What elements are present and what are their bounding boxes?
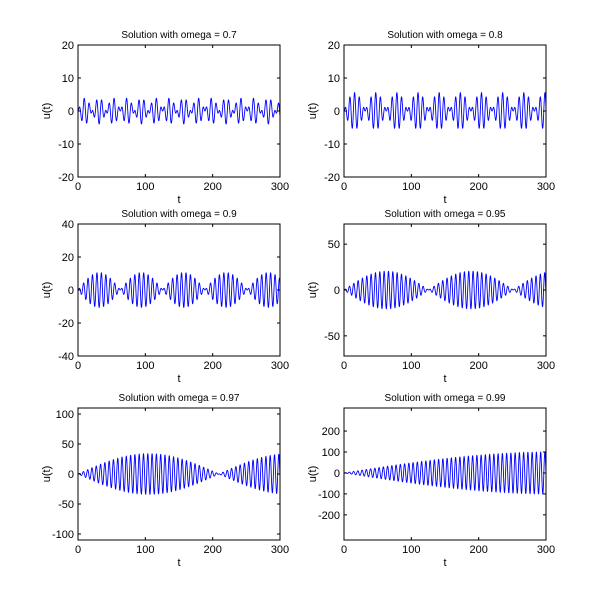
x-tick-label: 100 — [136, 544, 154, 556]
series-line-2 — [344, 91, 546, 129]
x-tick-label: 200 — [469, 544, 487, 556]
y-axis-label: u(t) — [307, 103, 319, 120]
y-tick-label: 200 — [322, 426, 340, 438]
x-tick-label: 200 — [203, 544, 221, 556]
x-tick-label: 300 — [537, 544, 555, 556]
y-tick-label: -20 — [324, 172, 340, 184]
y-tick-label: 40 — [62, 219, 74, 231]
y-tick-label: -40 — [58, 351, 74, 363]
x-tick-label: 300 — [537, 181, 555, 193]
subplot-title: Solution with omega = 0.99 — [385, 393, 506, 404]
y-tick-label: -10 — [324, 139, 340, 151]
subplot-3: 0 100 200 300 -40 -20 0 20 40 Solution with omega… — [41, 209, 289, 385]
subplot-title: Solution with omega = 0.7 — [121, 30, 237, 41]
subplot-1: 0 100 200 300 -20 -10 0 10 20 Solution with omega… — [41, 30, 289, 206]
y-tick-label: 100 — [56, 409, 74, 421]
x-tick-label: 0 — [341, 544, 347, 556]
y-axis-label: u(t) — [307, 282, 319, 299]
x-tick-label: 200 — [203, 181, 221, 193]
y-tick-label: 100 — [322, 447, 340, 459]
subplot-5: 0 100 200 300 -100 -50 0 50 100 Solution with ome… — [41, 393, 289, 569]
x-tick-label: 100 — [402, 360, 420, 372]
x-tick-label: 300 — [271, 544, 289, 556]
x-tick-label: 100 — [136, 181, 154, 193]
x-axis-label: t — [177, 373, 180, 385]
x-tick-label: 300 — [271, 181, 289, 193]
x-tick-label: 100 — [402, 181, 420, 193]
y-tick-label: 0 — [334, 285, 340, 297]
x-tick-label: 300 — [271, 360, 289, 372]
y-tick-label: 0 — [334, 106, 340, 118]
y-tick-label: 0 — [68, 469, 74, 481]
y-tick-label: 20 — [62, 40, 74, 52]
x-tick-label: 100 — [402, 544, 420, 556]
y-tick-label: -50 — [324, 331, 340, 343]
series-line-1 — [78, 97, 280, 125]
y-tick-label: 0 — [68, 285, 74, 297]
x-tick-label: 0 — [75, 360, 81, 372]
y-axis-label: u(t) — [307, 466, 319, 483]
subplot-title: Solution with omega = 0.8 — [387, 30, 503, 41]
x-tick-label: 300 — [537, 360, 555, 372]
y-tick-label: -20 — [58, 318, 74, 330]
y-axis-label: u(t) — [41, 466, 53, 483]
y-tick-label: 20 — [328, 40, 340, 52]
x-tick-label: 0 — [75, 544, 81, 556]
series-line-4 — [344, 270, 546, 310]
subplot-4: 0 100 200 300 -50 0 50 Solution with omega = 0.… — [307, 209, 555, 385]
subplot-6: 0 100 200 300 -200 -100 0 100 200 Solution with o… — [307, 393, 555, 569]
x-tick-label: 200 — [469, 181, 487, 193]
x-tick-label: 0 — [75, 181, 81, 193]
subplot-title: Solution with omega = 0.9 — [121, 209, 237, 220]
subplot-title: Solution with omega = 0.95 — [385, 209, 506, 220]
y-tick-label: 0 — [68, 106, 74, 118]
y-tick-label: 10 — [62, 73, 74, 85]
x-tick-label: 200 — [469, 360, 487, 372]
x-tick-label: 200 — [203, 360, 221, 372]
series-line-5 — [78, 453, 280, 495]
y-axis-label: u(t) — [41, 282, 53, 299]
y-tick-label: -50 — [58, 499, 74, 511]
x-tick-label: 0 — [341, 360, 347, 372]
subplot-title: Solution with omega = 0.97 — [119, 393, 240, 404]
y-tick-label: -200 — [318, 510, 340, 522]
x-axis-label: t — [443, 194, 446, 206]
x-axis-label: t — [177, 194, 180, 206]
x-axis-label: t — [443, 557, 446, 569]
x-axis-label: t — [177, 557, 180, 569]
y-tick-label: -20 — [58, 172, 74, 184]
y-tick-label: -100 — [52, 529, 74, 541]
y-tick-label: -100 — [318, 489, 340, 501]
series-line-6 — [344, 451, 546, 495]
x-tick-label: 0 — [341, 181, 347, 193]
series-line-3 — [78, 272, 280, 309]
y-tick-label: 20 — [62, 252, 74, 264]
y-tick-label: 0 — [334, 468, 340, 480]
y-tick-label: 10 — [328, 73, 340, 85]
y-tick-label: 50 — [62, 439, 74, 451]
y-tick-label: 50 — [328, 239, 340, 251]
subplot-2: 0 100 200 300 -20 -10 0 10 20 Solution with omega… — [307, 30, 555, 206]
y-axis-label: u(t) — [41, 103, 53, 120]
x-axis-label: t — [443, 373, 446, 385]
y-tick-label: -10 — [58, 139, 74, 151]
axes-box — [343, 407, 547, 541]
x-tick-label: 100 — [136, 360, 154, 372]
